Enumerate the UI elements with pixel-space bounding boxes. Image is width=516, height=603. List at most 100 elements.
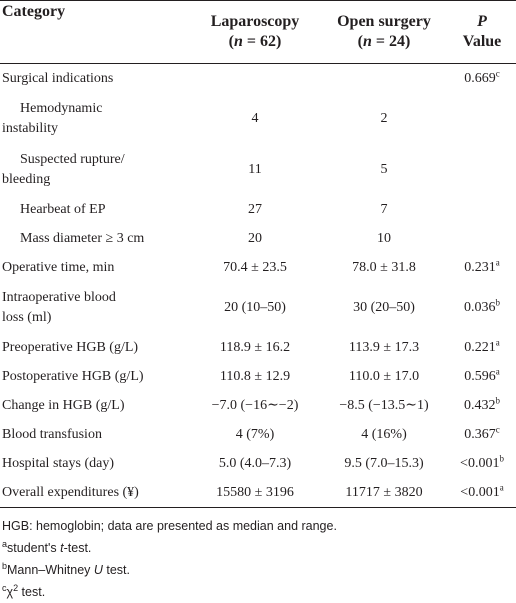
p-value-text: 0.669	[464, 70, 496, 86]
category-cell: Change in HGB (g/L)	[0, 391, 190, 420]
p-value-cell: 0.036b	[448, 282, 516, 333]
p-value-cell: <0.001a	[448, 478, 516, 508]
header-text: (	[357, 33, 363, 50]
category-cell: Postoperative HGB (g/L)	[0, 362, 190, 391]
header-text: Laparoscopy	[210, 13, 300, 30]
header-text: P	[477, 13, 487, 30]
cell-text: 4	[251, 110, 259, 126]
cell-text: 5.0 (4.0–7.3)	[218, 455, 292, 471]
footnote: cχ2 test.	[2, 581, 337, 603]
footnote: HGB: hemoglobin; data are presented as m…	[2, 515, 337, 537]
table-row: Hospital stays (day) 5.0 (4.0–7.3) 9.5 (7.…	[0, 449, 516, 478]
cell-text: 11717 ± 3820	[345, 484, 423, 500]
category-text: bleeding	[2, 171, 51, 187]
p-value-cell: 0.231a	[448, 253, 516, 282]
category-cell: Hearbeat of EP	[0, 195, 190, 224]
cell-text: 5	[380, 161, 388, 177]
p-value-text: 0.231	[464, 259, 496, 275]
p-value-cell	[448, 144, 516, 195]
cell-text: 15580 ± 3196	[216, 484, 294, 500]
category-text: Postoperative HGB (g/L)	[2, 368, 144, 384]
cell-text: 110.0 ± 17.0	[348, 368, 420, 384]
table-row: Hemodynamic instability 4 2	[0, 93, 516, 144]
laparoscopy-cell: 27	[190, 195, 320, 224]
open-surgery-cell: 9.5 (7.0–15.3)	[320, 449, 448, 478]
p-value-cell	[448, 224, 516, 253]
footnote-text: χ	[6, 585, 14, 599]
footnotes: HGB: hemoglobin; data are presented as m…	[2, 515, 337, 603]
cell-text: 118.9 ± 16.2	[219, 339, 291, 355]
cell-text: 113.9 ± 17.3	[348, 339, 420, 355]
header-text: (	[228, 33, 234, 50]
p-value-note: a	[499, 481, 504, 492]
category-text: Hearbeat of EP	[20, 201, 106, 217]
cell-text: 110.8 ± 12.9	[219, 368, 291, 384]
p-value-note: b	[495, 394, 501, 405]
cell-text: 9.5 (7.0–15.3)	[344, 455, 424, 471]
open-surgery-cell: 30 (20–50)	[320, 282, 448, 333]
footnote-text: 2	[13, 582, 19, 593]
laparoscopy-cell: 110.8 ± 12.9	[190, 362, 320, 391]
p-value-cell: 0.669c	[448, 64, 516, 94]
category-text: Mass diameter ≥ 3 cm	[20, 230, 145, 246]
laparoscopy-cell: 118.9 ± 16.2	[190, 333, 320, 362]
category-cell: Preoperative HGB (g/L)	[0, 333, 190, 362]
cell-text: 27	[248, 201, 262, 217]
header-row: Category Laparoscopy (n = 62) Open surge…	[0, 0, 516, 64]
p-value-text: 0.367	[464, 426, 496, 442]
open-surgery-cell: 5	[320, 144, 448, 195]
open-surgery-cell: 7	[320, 195, 448, 224]
category-text: instability	[2, 120, 58, 136]
p-value-text: <0.001	[460, 484, 500, 500]
laparoscopy-cell: 4 (7%)	[190, 420, 320, 449]
p-value-cell: 0.596a	[448, 362, 516, 391]
cell-text: 20 (10–50)	[224, 299, 286, 315]
open-surgery-cell: −8.5 (−13.5∼1)	[320, 391, 448, 420]
category-text: Operative time, min	[2, 259, 115, 275]
footnote-mark: b	[2, 560, 8, 571]
footnote-mark: c	[2, 582, 7, 593]
footnote: astudent's t-test.	[2, 537, 337, 559]
header-text-line: (n = 62)	[190, 32, 320, 52]
header-text: n	[362, 33, 372, 50]
header-cell: Laparoscopy (n = 62)	[190, 1, 320, 64]
p-value-text: 0.432	[464, 397, 496, 413]
laparoscopy-cell: −7.0 (−16∼−2)	[190, 391, 320, 420]
footnote-text: Mann–Whitney	[7, 563, 94, 577]
laparoscopy-cell: 70.4 ± 23.5	[190, 253, 320, 282]
header-text: Value	[462, 33, 502, 50]
header-cell: P Value	[448, 1, 516, 64]
footnote-text: test.	[18, 585, 46, 599]
category-text: Hemodynamic	[20, 100, 103, 116]
p-value-text: 0.221	[464, 339, 496, 355]
laparoscopy-cell: 15580 ± 3196	[190, 478, 320, 508]
table-row: Hearbeat of EP 27 7	[0, 195, 516, 224]
cell-text: 7	[380, 201, 388, 217]
laparoscopy-cell: 5.0 (4.0–7.3)	[190, 449, 320, 478]
header-cell: Open surgery (n = 24)	[320, 1, 448, 64]
category-cell: Intraoperative blood loss (ml)	[0, 282, 190, 333]
header-text-line: (n = 24)	[320, 32, 448, 52]
open-surgery-cell: 113.9 ± 17.3	[320, 333, 448, 362]
category-text: Change in HGB (g/L)	[2, 397, 125, 413]
category-cell: Operative time, min	[0, 253, 190, 282]
cell-text: 10	[377, 230, 391, 246]
laparoscopy-cell: 4	[190, 93, 320, 144]
p-value-text: <0.001	[460, 455, 500, 471]
footnote-text: test.	[102, 563, 130, 577]
header-text: = 62)	[242, 33, 282, 50]
cell-text: −8.5 (−13.5∼1)	[339, 397, 429, 413]
laparoscopy-cell: 20	[190, 224, 320, 253]
laparoscopy-cell: 11	[190, 144, 320, 195]
category-text: Suspected rupture/	[20, 151, 125, 167]
open-surgery-cell: 110.0 ± 17.0	[320, 362, 448, 391]
data-table: Category Laparoscopy (n = 62) Open surge…	[0, 0, 516, 508]
cell-text: 2	[380, 110, 388, 126]
category-cell: Hospital stays (day)	[0, 449, 190, 478]
cell-text: 78.0 ± 31.8	[352, 259, 416, 275]
table-row: Change in HGB (g/L) −7.0 (−16∼−2) −8.5 (−1…	[0, 391, 516, 420]
table-row: Postoperative HGB (g/L) 110.8 ± 12.9 110.0…	[0, 362, 516, 391]
open-surgery-cell	[320, 64, 448, 94]
cell-text: 20	[248, 230, 262, 246]
category-cell: Overall expenditures (¥)	[0, 478, 190, 508]
